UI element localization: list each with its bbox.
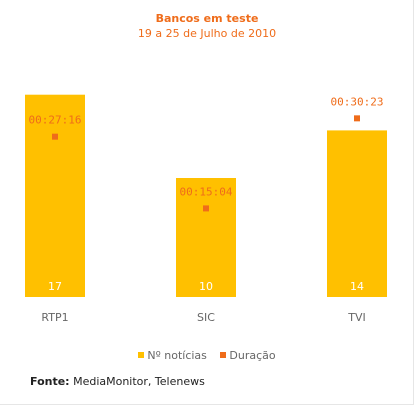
source-text: MediaMonitor, Telenews bbox=[73, 375, 205, 388]
duration-label-rtp1: 00:27:16 bbox=[29, 114, 82, 127]
bar-sic bbox=[176, 178, 236, 297]
duration-label-sic: 00:15:04 bbox=[180, 185, 233, 198]
chart-legend: Nº notícias Duração bbox=[0, 348, 414, 362]
chart-subtitle: 19 a 25 de Julho de 2010 bbox=[137, 27, 277, 40]
bar-value-label-tvi: 14 bbox=[350, 280, 364, 293]
legend-swatch-duracao bbox=[220, 352, 227, 358]
x-tick-label-sic: SIC bbox=[197, 311, 215, 324]
duration-point-sic bbox=[203, 205, 209, 212]
legend-item-noticias: Nº notícias bbox=[138, 349, 207, 362]
legend-swatch-noticias bbox=[138, 352, 145, 358]
chart-title: Bancos em teste bbox=[155, 12, 259, 25]
x-tick-label-rtp1: RTP1 bbox=[41, 311, 68, 324]
source-label: Fonte: bbox=[30, 375, 70, 388]
duration-point-tvi bbox=[354, 115, 360, 122]
x-tick-label-tvi: TVI bbox=[347, 311, 366, 324]
bar-tvi bbox=[327, 130, 387, 297]
duration-point-rtp1 bbox=[52, 133, 58, 140]
bar-value-label-rtp1: 17 bbox=[48, 280, 62, 293]
bar-value-label-sic: 10 bbox=[199, 280, 213, 293]
legend-label-noticias: Nº notícias bbox=[147, 348, 207, 362]
bar-chart: 17 00:27:16 RTP1 10 00:15:04 SIC 14 00:30:23 TVI bbox=[25, 94, 387, 324]
legend-item-duracao: Duração bbox=[220, 348, 276, 362]
bar-rtp1 bbox=[25, 94, 85, 297]
legend-label-duracao: Duração bbox=[229, 348, 276, 362]
duration-label-tvi: 00:30:23 bbox=[331, 95, 384, 108]
source-note: Fonte: MediaMonitor, Telenews bbox=[30, 375, 205, 388]
